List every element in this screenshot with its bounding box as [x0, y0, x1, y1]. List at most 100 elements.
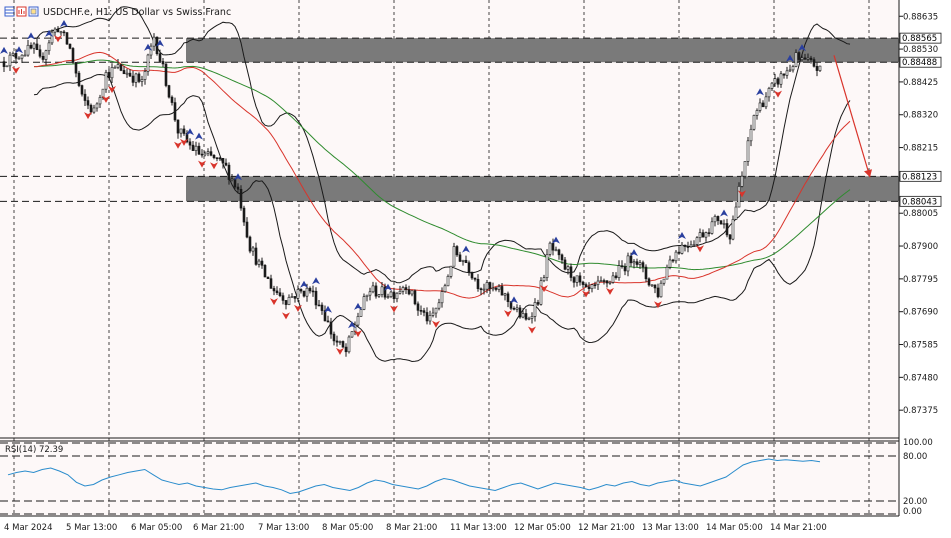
- price-tick-label: 0.87900: [903, 242, 938, 252]
- candle-body: [722, 223, 726, 225]
- candle-body: [749, 128, 753, 142]
- candle-body: [761, 102, 765, 108]
- candle-body: [50, 31, 54, 44]
- candle-body: [104, 72, 108, 90]
- candle-body: [584, 284, 588, 288]
- buy-signal-arrow: [678, 231, 686, 239]
- candle-body: [260, 260, 264, 266]
- price-tick-label: 0.88005: [903, 209, 938, 219]
- candle-body: [467, 262, 471, 273]
- candle-body: [494, 287, 498, 290]
- candle-body: [227, 164, 231, 180]
- candle-body: [221, 157, 225, 164]
- candle-body: [758, 102, 762, 111]
- buy-signal-arrow: [798, 44, 806, 52]
- candle-body: [632, 261, 636, 264]
- candle-body: [212, 154, 216, 158]
- candle-body: [269, 278, 273, 289]
- candle-body: [548, 242, 552, 255]
- candle-body: [257, 260, 261, 265]
- chart-grid-icon[interactable]: [4, 6, 15, 17]
- candle-body: [716, 216, 720, 221]
- sell-signal-arrow: [294, 304, 302, 312]
- candle-body: [683, 244, 687, 247]
- candle-body: [575, 275, 579, 283]
- rsi-tick-label: 0.00: [903, 507, 922, 517]
- candle-body: [803, 57, 807, 60]
- price-tick-label: 0.88320: [903, 111, 938, 121]
- candle-body: [779, 73, 783, 85]
- candle-body: [518, 307, 522, 318]
- candle-body: [41, 55, 45, 60]
- candle-body: [290, 296, 294, 298]
- candle-body: [65, 32, 69, 45]
- candle-body: [140, 79, 144, 82]
- candle-body: [161, 61, 165, 65]
- candle-body: [374, 285, 378, 297]
- candle-body: [635, 261, 639, 265]
- candle-body: [671, 259, 675, 262]
- candle-body: [266, 276, 270, 279]
- candle-body: [728, 234, 732, 240]
- candle-body: [47, 42, 51, 52]
- candle-body: [128, 72, 132, 77]
- candle-body: [107, 72, 111, 79]
- candle-body: [71, 48, 75, 63]
- candle-body: [719, 220, 723, 225]
- candle-body: [179, 128, 183, 134]
- candle-body: [116, 64, 120, 68]
- buy-signal-arrow: [144, 43, 152, 51]
- candle-body: [395, 292, 399, 300]
- candle-body: [11, 53, 15, 56]
- sell-signal-arrow: [354, 330, 362, 338]
- rsi-tick-label: 20.00: [903, 497, 927, 507]
- candle-body: [356, 316, 360, 326]
- candle-body: [383, 286, 387, 298]
- candle-body: [434, 307, 438, 314]
- time-tick-label: 6 Mar 05:00: [131, 523, 182, 533]
- copy-icon[interactable]: [28, 6, 39, 17]
- candle-body: [602, 280, 606, 282]
- candle-body: [731, 219, 735, 240]
- candle-body: [347, 336, 351, 353]
- candle-body: [623, 266, 627, 272]
- candle-body: [599, 280, 603, 282]
- candle-body: [707, 232, 711, 234]
- candle-body: [338, 341, 342, 343]
- candle-body: [815, 66, 819, 71]
- bar-chart-icon[interactable]: [16, 6, 27, 17]
- candle-body: [74, 62, 78, 74]
- candle-body: [29, 44, 33, 49]
- bollinger-lower-band: [33, 73, 851, 363]
- candle-body: [662, 278, 666, 284]
- candle-body: [668, 259, 672, 268]
- candle-body: [206, 151, 210, 154]
- sell-signal-arrow: [198, 160, 206, 168]
- price-tag-box: [899, 32, 942, 44]
- candle-body: [413, 290, 417, 305]
- buy-signal-arrow: [720, 209, 728, 217]
- price-axis-panel: [899, 0, 951, 538]
- candle-body: [137, 73, 141, 82]
- candle-body: [404, 287, 408, 290]
- candle-body: [545, 254, 549, 278]
- buy-signal-arrow: [156, 39, 164, 47]
- candle-body: [122, 70, 126, 75]
- candle-body: [464, 259, 468, 264]
- candle-body: [119, 64, 123, 71]
- candle-body: [506, 293, 510, 302]
- sell-signal-arrow: [504, 310, 512, 318]
- candle-body: [650, 284, 654, 287]
- candle-body: [458, 254, 462, 262]
- price-tag-label: 0.88488: [902, 58, 937, 68]
- sell-signal-arrow: [102, 95, 110, 103]
- candle-body: [809, 57, 813, 60]
- candle-body: [407, 289, 411, 295]
- candle-body: [644, 266, 648, 280]
- time-tick-label: 13 Mar 13:00: [642, 523, 699, 533]
- buy-signal-arrow: [324, 305, 332, 313]
- candle-body: [776, 78, 780, 85]
- candle-body: [200, 153, 204, 156]
